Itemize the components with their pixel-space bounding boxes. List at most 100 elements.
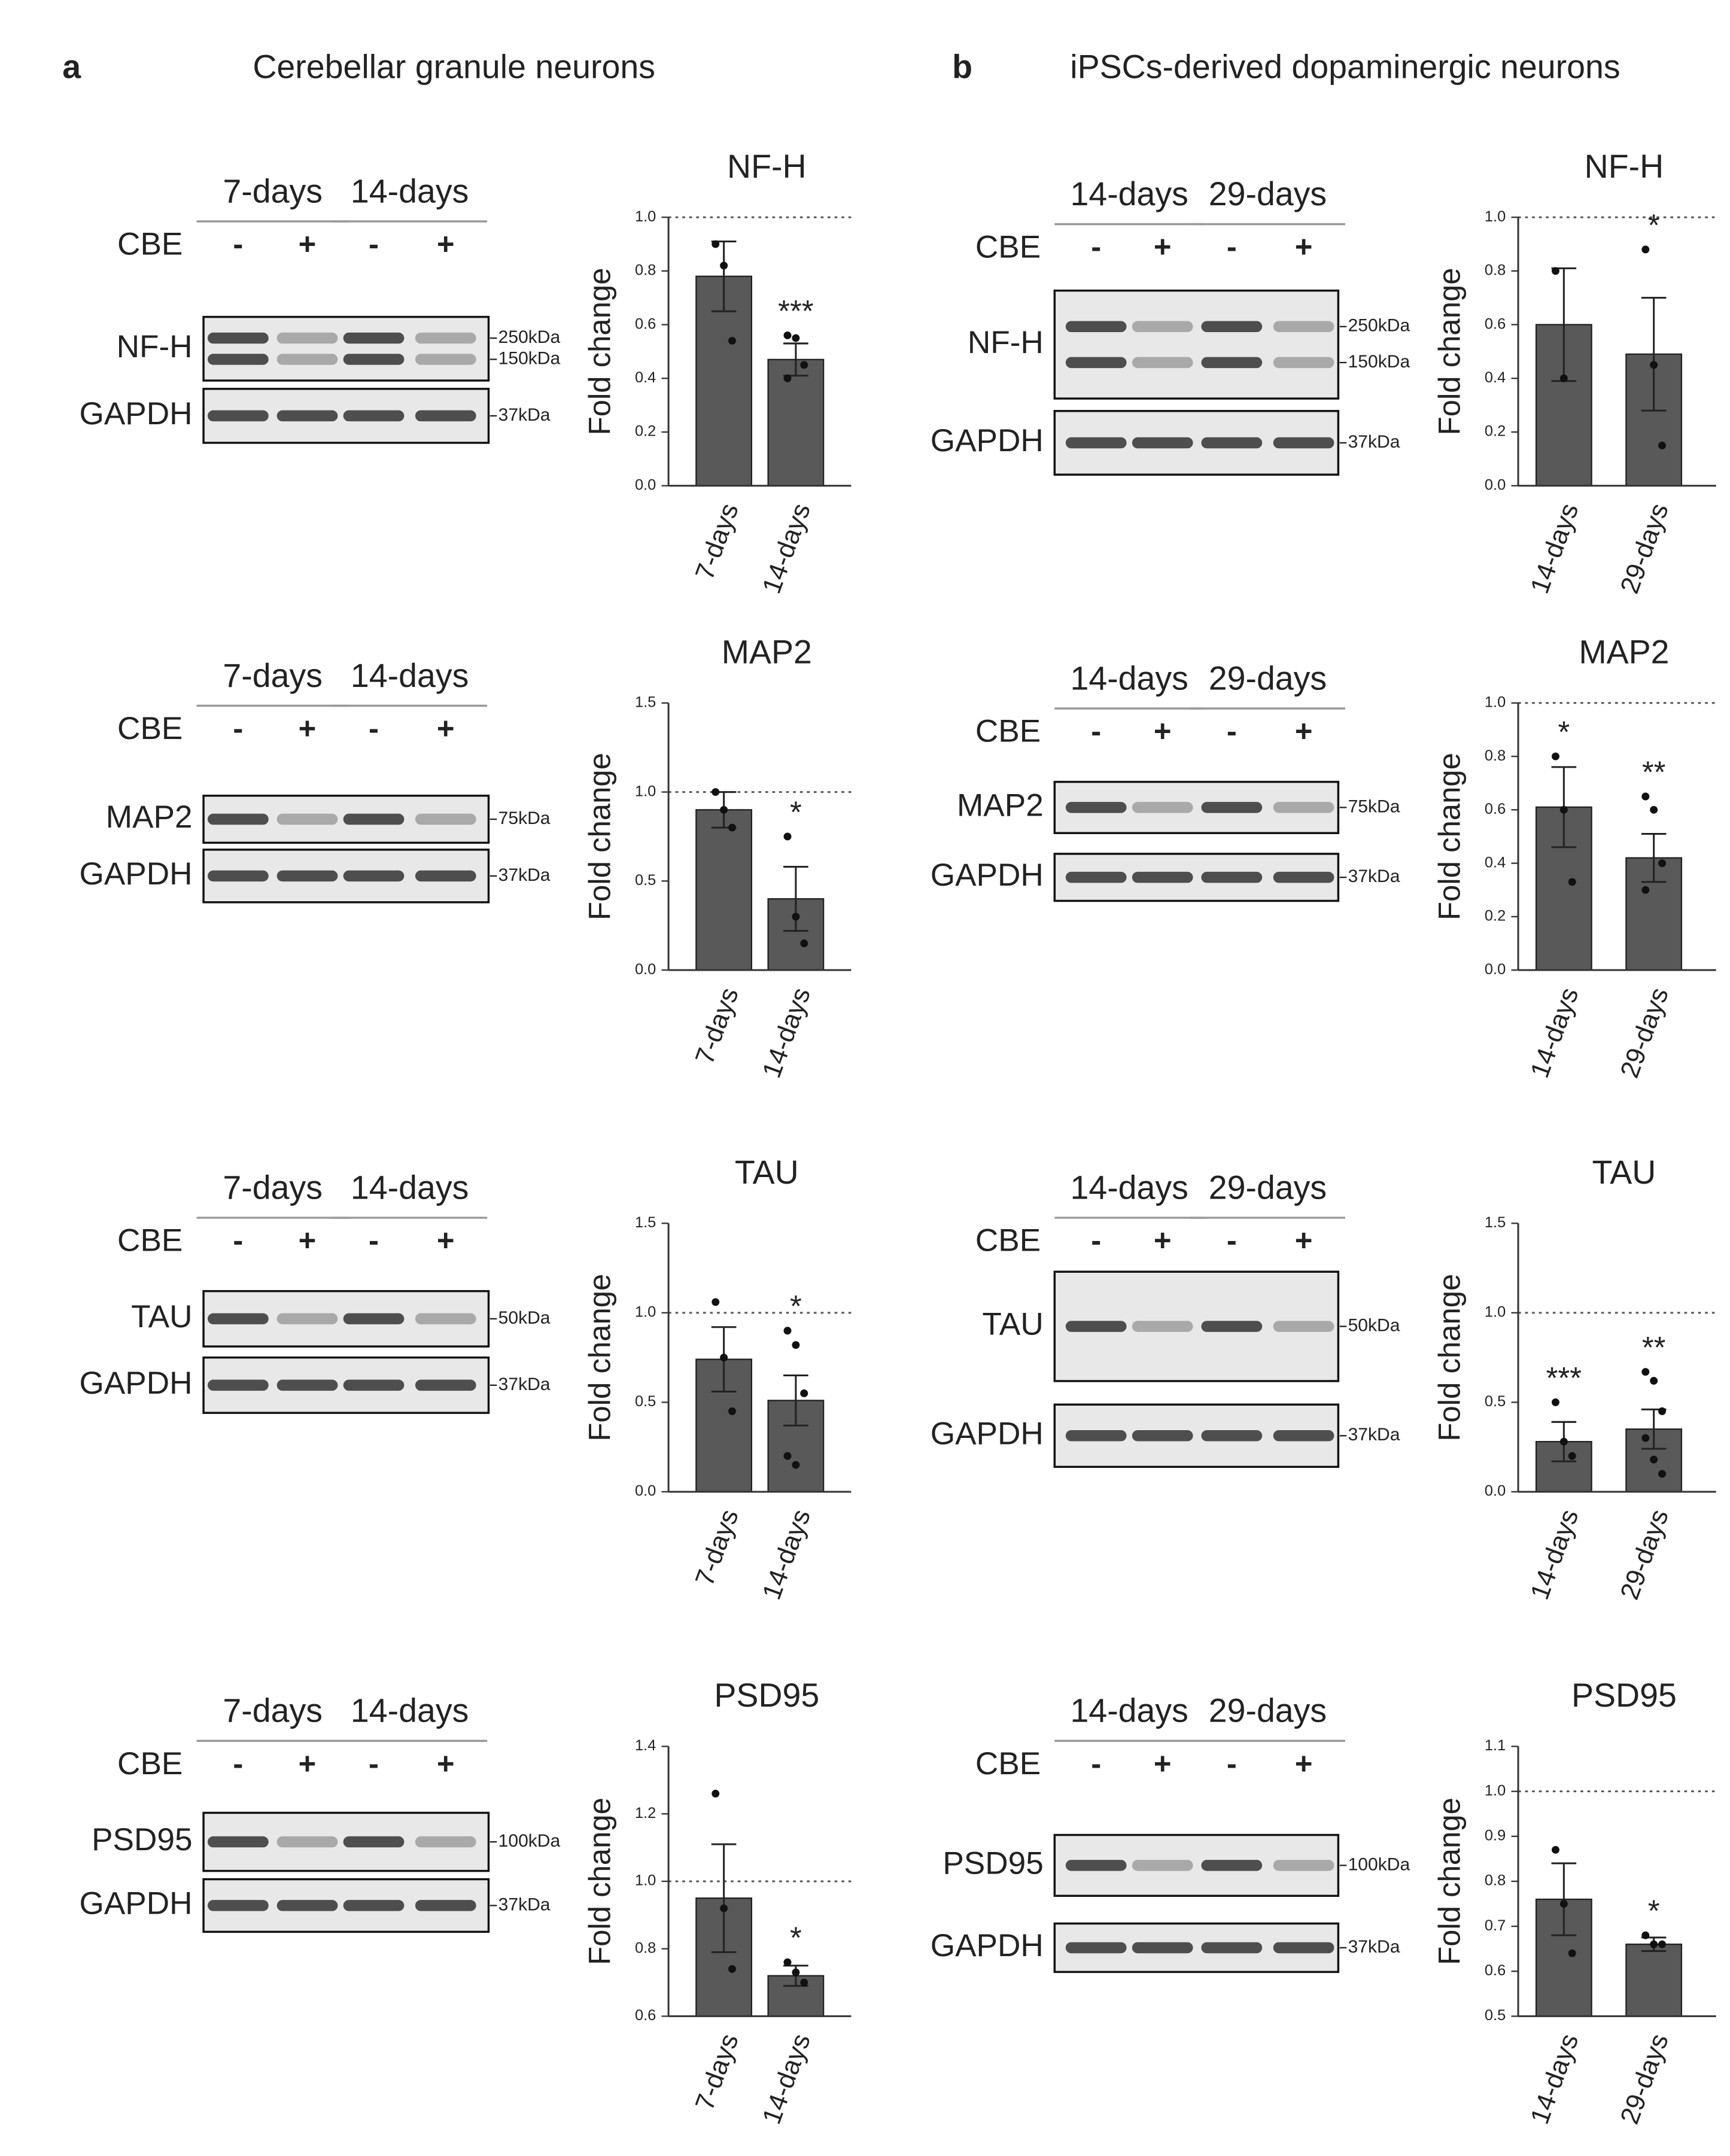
band	[276, 1900, 338, 1911]
significance: *	[1648, 1894, 1660, 1928]
data-point	[712, 1298, 720, 1306]
data-point	[720, 261, 728, 270]
group-label: 29-days	[1209, 1692, 1327, 1729]
bar	[767, 358, 825, 486]
y-tick-label: 0.8	[1485, 262, 1506, 279]
data-point	[1641, 245, 1650, 254]
y-tick-label: 0.8	[635, 1939, 656, 1956]
band	[208, 410, 269, 422]
band	[343, 1313, 405, 1325]
protein-label: GAPDH	[931, 1928, 1044, 1963]
significance: *	[1648, 208, 1660, 242]
band	[276, 813, 338, 825]
marker-label: 100kDa	[1348, 1854, 1410, 1874]
lane-label: -	[369, 711, 379, 745]
y-tick-label: 0.8	[1485, 1872, 1506, 1889]
lane-label: -	[1091, 714, 1101, 748]
lane-label: +	[299, 1746, 317, 1780]
chart-title: MAP2	[722, 634, 812, 671]
x-tick-label: 7-days	[690, 1506, 744, 1590]
marker-label: 37kDa	[1348, 1937, 1400, 1957]
treatment-label: CBE	[117, 1746, 183, 1781]
x-tick-label: 29-days	[1615, 2030, 1674, 2128]
data-point	[1658, 1407, 1667, 1415]
y-tick-label: 0.2	[1485, 423, 1506, 440]
y-axis-label: Fold change	[583, 1798, 617, 1965]
band	[343, 813, 405, 825]
band	[343, 870, 405, 882]
chart-title: TAU	[1592, 1154, 1656, 1191]
y-tick-label: 0.0	[635, 476, 656, 493]
y-axis-label: Fold change	[1432, 1798, 1466, 1965]
marker-label: 75kDa	[1348, 796, 1400, 816]
data-point	[712, 788, 720, 796]
y-tick-label: 0.6	[1485, 315, 1506, 332]
protein-label: GAPDH	[931, 1416, 1044, 1451]
significance: *	[790, 1289, 802, 1323]
x-tick-label: 29-days	[1615, 1506, 1674, 1604]
y-tick-label: 0.5	[1485, 2007, 1506, 2024]
band	[1273, 357, 1334, 369]
x-tick-label: 7-days	[690, 500, 744, 584]
y-tick-label: 1.5	[1485, 1214, 1506, 1231]
band	[415, 410, 476, 422]
y-axis-label: Fold change	[1432, 1274, 1466, 1442]
lane-label: +	[1154, 1223, 1172, 1257]
band	[343, 1900, 405, 1911]
data-point	[783, 374, 792, 382]
bar	[695, 809, 753, 971]
protein-label: NF-H	[117, 329, 193, 364]
data-point	[1552, 1845, 1559, 1854]
lane-label: +	[1295, 714, 1313, 748]
data-point	[1658, 1940, 1667, 1948]
band	[415, 870, 476, 882]
y-tick-label: 0.5	[635, 872, 656, 889]
y-tick-label: 0.2	[1485, 908, 1506, 925]
x-tick-label: 14-days	[757, 500, 816, 598]
y-tick-label: 1.0	[635, 208, 656, 225]
marker-label: 37kDa	[1348, 866, 1400, 886]
x-tick-label: 14-days	[1525, 500, 1584, 598]
marker-label: 37kDa	[498, 1375, 551, 1394]
data-point	[712, 240, 720, 248]
data-point	[1641, 886, 1650, 894]
marker-label: 50kDa	[498, 1308, 551, 1328]
data-point	[1641, 1434, 1650, 1442]
marker-label: 150kDa	[498, 348, 561, 368]
band	[415, 1313, 476, 1325]
treatment-label: CBE	[117, 1223, 183, 1258]
data-point	[792, 913, 800, 921]
band	[208, 1313, 269, 1325]
data-point	[1658, 1470, 1667, 1478]
y-tick-label: 1.1	[1485, 1737, 1506, 1754]
significance: **	[1642, 755, 1666, 789]
lane-label: +	[437, 1223, 455, 1257]
lane-label: -	[1091, 230, 1101, 264]
data-point	[783, 1958, 792, 1966]
band	[1065, 321, 1127, 333]
y-tick-label: 1.0	[635, 783, 656, 799]
x-tick-label: 7-days	[690, 984, 744, 1068]
data-point	[792, 1461, 800, 1469]
data-point	[728, 823, 736, 832]
group-label: 7-days	[223, 657, 323, 694]
band	[415, 1379, 476, 1391]
y-tick-label: 0.5	[1485, 1393, 1506, 1410]
marker-label: 37kDa	[498, 865, 551, 885]
band	[1065, 357, 1127, 369]
x-tick-label: 7-days	[690, 2030, 744, 2114]
band	[276, 1313, 338, 1325]
band	[1132, 1860, 1193, 1871]
y-axis-label: Fold change	[583, 1274, 617, 1442]
band	[1065, 1860, 1127, 1871]
lane-label: -	[233, 1746, 243, 1780]
band	[343, 354, 405, 365]
panel-letter: a	[62, 48, 81, 85]
protein-label: PSD95	[92, 1822, 192, 1857]
data-point	[720, 1354, 728, 1362]
marker-label: 37kDa	[1348, 1425, 1400, 1445]
band	[1132, 321, 1193, 333]
band	[1273, 1942, 1334, 1954]
band	[1273, 1430, 1334, 1442]
data-point	[1552, 267, 1559, 275]
